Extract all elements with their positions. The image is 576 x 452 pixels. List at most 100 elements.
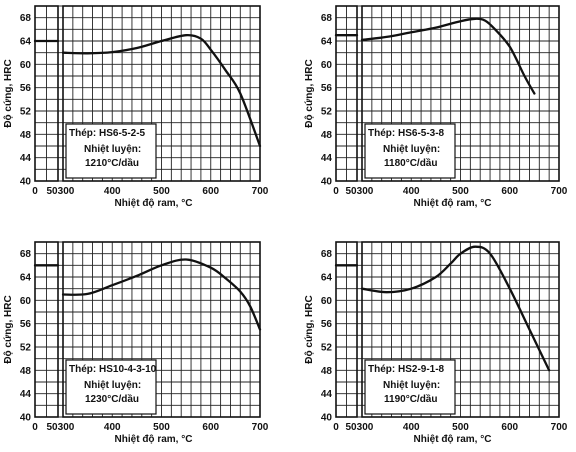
x-tick-label: 500 [452,422,469,433]
y-tick-label: 68 [20,249,32,260]
x-tick-label: 0 [32,422,38,433]
x-tick-label: 700 [252,422,269,433]
x-tick-label: 300 [357,186,374,197]
y-tick-label: 52 [20,343,32,354]
x-axis-label: Nhiệt độ ram, °C [115,434,193,445]
y-axis-label: Độ cứng, HRC [3,295,14,363]
steel-grade-label: Thép: HS6-5-2-5 [69,128,146,139]
x-tick-label: 600 [501,422,518,433]
plot-frame [361,241,560,418]
x-tick-label: 0 [333,186,339,197]
x-tick-label: 400 [403,186,420,197]
y-axis-label: Độ cứng, HRC [304,59,315,127]
y-tick-label: 40 [321,413,333,424]
as-quenched-section-frame [34,5,59,182]
hardness-curve [61,33,262,148]
y-tick-label: 44 [321,389,333,400]
as-quenched-section-frame [335,5,358,182]
x-tick-label: 400 [104,422,121,433]
as-quenched-section-frame [335,241,358,418]
treatment-value: 1230°C/dầu [85,393,139,405]
y-tick-label: 56 [321,83,333,94]
x-tick-label: 600 [202,422,219,433]
hardness-curve [360,245,551,372]
y-tick-label: 56 [20,319,32,330]
steel-info-box [65,123,157,179]
x-tick-label: 700 [252,186,269,197]
y-tick-label: 48 [321,366,333,377]
x-tick-label: 500 [452,186,469,197]
steel-grade-label: Thép: HS2-9-1-8 [368,364,445,375]
y-tick-label: 40 [20,177,32,188]
x-tick-label: 600 [202,186,219,197]
x-axis-label: Nhiệt độ ram, °C [414,198,492,209]
y-tick-label: 56 [20,83,32,94]
y-tick-label: 68 [321,249,333,260]
x-axis-label: Nhiệt độ ram, °C [115,198,193,209]
chart-panel-1: 40 44 48 52 56 60 64 68 0 50 300 400 500 600 700 Nhiệt … [3,5,269,209]
x-tick-label: 0 [32,186,38,197]
chart-panel-2: 40 44 48 52 56 60 64 68 0 50 300 400 500 600 700 Nhiệt … [304,5,568,209]
y-tick-label: 68 [321,13,333,24]
steel-info-box [65,359,157,415]
steel-grade-label: Thép: HS6-5-3-8 [368,128,445,139]
y-tick-label: 52 [321,107,333,118]
x-tick-label: 0 [333,422,339,433]
y-tick-label: 60 [20,296,32,307]
y-tick-label: 44 [20,389,32,400]
x-tick-label: 700 [551,422,568,433]
y-tick-label: 60 [20,60,32,71]
treatment-label: Nhiệt luyện: [383,380,440,391]
hardness-curve [360,17,536,95]
treatment-value: 1180°C/dầu [384,157,437,169]
x-tick-label: 300 [58,422,75,433]
y-tick-label: 44 [321,153,333,164]
x-tick-label: 300 [58,186,75,197]
steel-grade-label: Thép: HS10-4-3-10 [69,364,157,375]
x-tick-label: 600 [501,186,518,197]
y-tick-label: 68 [20,13,32,24]
x-tick-label: 500 [153,186,170,197]
as-quenched-section-frame [34,241,59,418]
y-axis-label: Độ cứng, HRC [3,59,14,127]
y-tick-label: 40 [20,413,32,424]
y-tick-label: 64 [321,273,333,284]
y-tick-label: 64 [20,37,32,48]
treatment-label: Nhiệt luyện: [84,380,141,391]
hardness-curve [61,258,262,331]
x-axis-label: Nhiệt độ ram, °C [414,434,492,445]
y-tick-label: 52 [20,107,32,118]
chart-panel-3: 40 44 48 52 56 60 64 68 0 50 300 400 500 600 700 Nhiệt … [3,241,269,445]
y-tick-label: 48 [20,366,32,377]
y-tick-label: 64 [321,37,333,48]
treatment-label: Nhiệt luyện: [84,144,141,155]
plot-frame [361,5,560,182]
x-tick-label: 700 [551,186,568,197]
y-tick-label: 60 [321,60,333,71]
treatment-value: 1210°C/dầu [85,157,139,169]
x-tick-label: 400 [104,186,121,197]
y-tick-label: 44 [20,153,32,164]
x-tick-label: 300 [357,422,374,433]
chart-panel-4: 40 44 48 52 56 60 64 68 0 50 300 400 500 600 700 Nhiệt … [304,241,568,445]
y-tick-label: 64 [20,273,32,284]
y-tick-label: 56 [321,319,333,330]
y-tick-label: 48 [321,130,333,141]
y-tick-label: 52 [321,343,333,354]
x-tick-label: 400 [403,422,420,433]
x-tick-label: 500 [153,422,170,433]
treatment-label: Nhiệt luyện: [383,144,440,155]
steel-info-box [364,359,456,415]
x-tick-label: 50 [46,186,58,197]
x-tick-label: 50 [345,422,357,433]
steel-info-box [364,123,456,179]
y-tick-label: 40 [321,177,333,188]
x-tick-label: 50 [345,186,357,197]
x-tick-label: 50 [46,422,58,433]
y-tick-label: 48 [20,130,32,141]
treatment-value: 1190°C/dầu [384,393,437,405]
y-tick-label: 60 [321,296,333,307]
plot-frame [62,5,261,182]
y-axis-label: Độ cứng, HRC [304,295,315,363]
